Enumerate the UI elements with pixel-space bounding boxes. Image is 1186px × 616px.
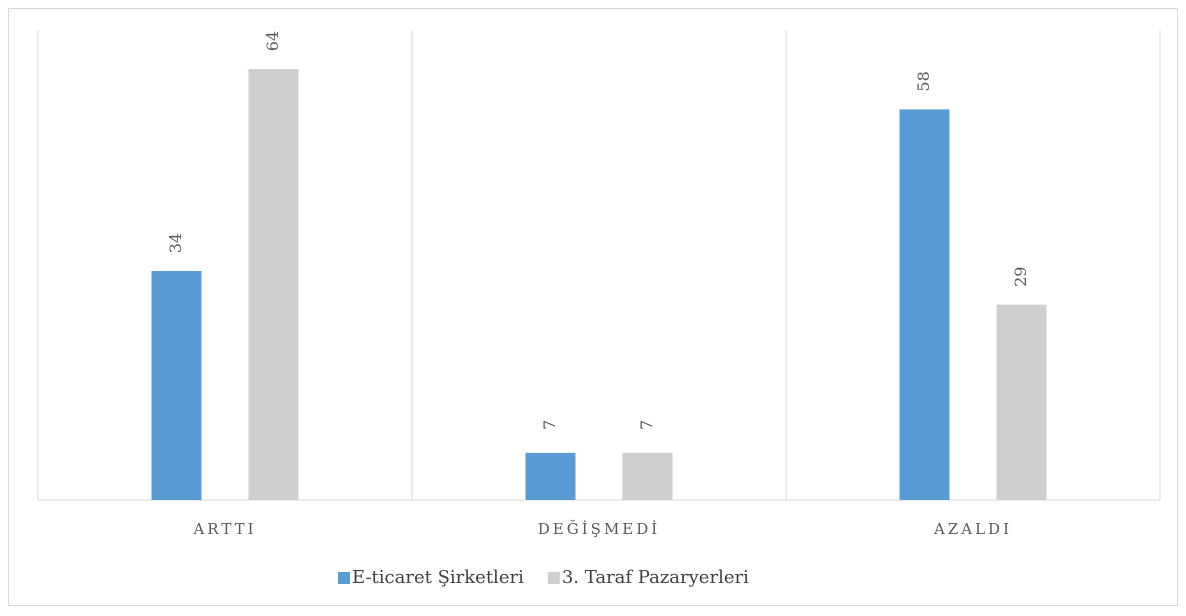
bar — [525, 452, 576, 500]
bar — [248, 69, 299, 500]
x-tick-label: DEĞİŞMEDİ — [538, 520, 660, 538]
x-tick-label: AZALDI — [933, 520, 1012, 538]
chart-border — [8, 8, 1178, 606]
data-label: 29 — [1011, 267, 1030, 287]
bar — [996, 304, 1047, 500]
data-label: 64 — [263, 31, 282, 51]
legend-swatch — [338, 572, 350, 584]
data-label: 7 — [637, 420, 656, 430]
bar — [622, 452, 673, 500]
legend-label: E-ticaret Şirketleri — [352, 567, 524, 588]
bar — [151, 271, 202, 500]
data-label: 34 — [166, 233, 185, 253]
legend-label: 3. Taraf Pazaryerleri — [562, 567, 749, 588]
data-label: 58 — [914, 71, 933, 91]
data-label: 7 — [540, 420, 559, 430]
bar — [899, 109, 950, 500]
legend-swatch — [547, 572, 560, 584]
x-tick-label: ARTTI — [192, 520, 256, 538]
